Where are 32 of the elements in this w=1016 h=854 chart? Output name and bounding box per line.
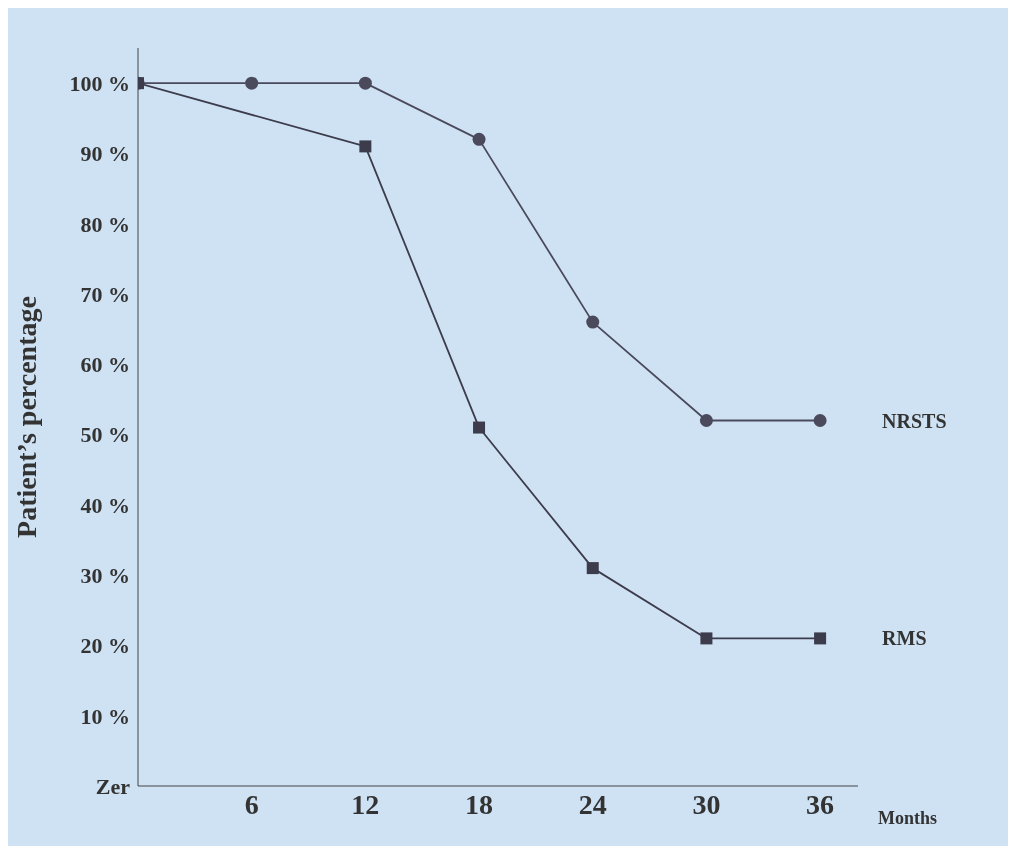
y-tick-label: 100 % bbox=[69, 70, 130, 96]
point bbox=[813, 414, 827, 428]
y-tick-label: 90 % bbox=[80, 141, 130, 167]
point bbox=[814, 632, 827, 645]
text: RMS bbox=[882, 627, 927, 650]
point bbox=[700, 632, 713, 645]
y-tick-label: 70 % bbox=[80, 281, 130, 307]
point bbox=[245, 76, 259, 90]
y-tick-label: 10 % bbox=[80, 703, 130, 729]
point bbox=[699, 414, 713, 428]
y-tick-label: 40 % bbox=[80, 492, 130, 518]
text: NRSTS bbox=[882, 409, 947, 432]
point bbox=[358, 76, 372, 90]
y-tick-label: 30 % bbox=[80, 562, 130, 588]
point bbox=[586, 562, 599, 575]
point bbox=[473, 421, 486, 434]
x-tick-label: 30 bbox=[692, 788, 721, 820]
y-axis-title: Patient’s percentage bbox=[10, 296, 42, 538]
x-tick-label: 24 bbox=[578, 788, 607, 820]
x-axis-title: Months bbox=[878, 808, 938, 828]
y-tick-label: 80 % bbox=[80, 211, 130, 237]
point bbox=[586, 315, 600, 329]
y-tick-label: 60 % bbox=[80, 352, 130, 378]
point bbox=[359, 140, 372, 153]
y-tick-label: 20 % bbox=[80, 633, 130, 659]
x-tick-label: 12 bbox=[351, 788, 380, 820]
x-tick-label: 36 bbox=[806, 788, 835, 820]
x-tick-label: 6 bbox=[244, 788, 259, 820]
y-tick-label: Zer bbox=[95, 773, 131, 799]
point bbox=[472, 132, 486, 146]
y-tick-label: 50 % bbox=[80, 422, 130, 448]
x-tick-label: 18 bbox=[465, 788, 494, 820]
